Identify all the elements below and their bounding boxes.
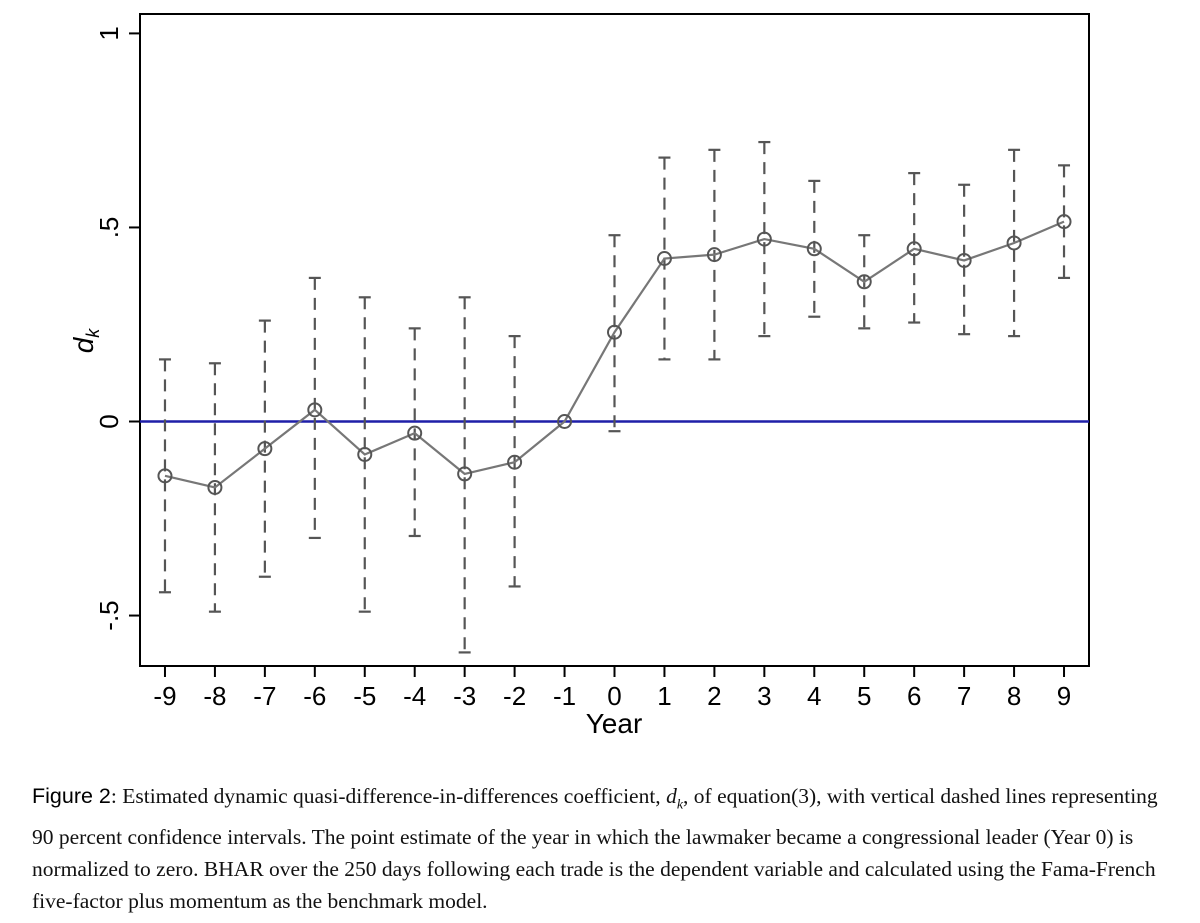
x-tick-label: 8 [1007, 681, 1021, 711]
caption-text-after: , of equation(3), with vertical dashed l… [32, 784, 1158, 914]
x-tick-label: -1 [553, 681, 576, 711]
point-layer [157, 214, 1072, 495]
data-point [157, 468, 173, 484]
data-point [1056, 214, 1072, 230]
x-tick-label: 2 [707, 681, 721, 711]
x-tick-label: -5 [353, 681, 376, 711]
data-point [906, 241, 922, 257]
x-tick-label: -8 [203, 681, 226, 711]
y-tick-label: 1 [94, 26, 124, 40]
caption-label: Figure 2 [32, 784, 111, 808]
caption-symbol: dk [666, 784, 683, 812]
series-line-layer [164, 220, 1065, 489]
data-point [806, 241, 822, 257]
data-point [656, 251, 672, 266]
data-point [207, 479, 223, 495]
x-tick-label: 4 [807, 681, 821, 711]
y-tick-label: .5 [94, 217, 124, 239]
x-tick-label: -7 [253, 681, 276, 711]
x-tick-label: 6 [907, 681, 921, 711]
x-tick-label: -3 [453, 681, 476, 711]
y-tick-label: 0 [94, 414, 124, 428]
x-tick-label: 3 [757, 681, 771, 711]
data-point [557, 414, 573, 429]
x-axis-title: Year [586, 708, 643, 739]
data-point [407, 425, 423, 441]
x-tick-label: -2 [503, 681, 526, 711]
x-tick-label: -9 [153, 681, 176, 711]
data-point [956, 252, 972, 268]
data-point [1006, 235, 1022, 251]
data-point [457, 466, 473, 482]
y-axis-title-subscript: k [83, 328, 103, 338]
data-point [257, 441, 273, 457]
series-line [164, 220, 1065, 489]
y-axis: -.5 0 .5 1 [94, 26, 140, 631]
data-point [706, 247, 722, 263]
caption-symbol-main: d [666, 784, 677, 808]
svg-text:dk: dk [68, 328, 103, 354]
x-tick-label: 7 [957, 681, 971, 711]
data-point [756, 231, 772, 247]
x-tick-label: 1 [657, 681, 671, 711]
data-point [357, 446, 373, 462]
y-tick-label: -.5 [94, 600, 124, 630]
x-tick-label: -6 [303, 681, 326, 711]
x-tick-label: 5 [857, 681, 871, 711]
x-tick-label: -4 [403, 681, 426, 711]
data-point [856, 274, 872, 290]
chart: -.5 0 .5 1 -9 -8 -7 -6 -5 -4 -3 -2 -1 0 1 2 3 4 5 6 7 8 9 Yea… [68, 13, 1090, 739]
data-point [607, 324, 622, 340]
caption-symbol-subscript: k [676, 797, 684, 813]
data-point [507, 454, 523, 470]
x-tick-label: 9 [1057, 681, 1071, 711]
x-axis: -9 -8 -7 -6 -5 -4 -3 -2 -1 0 1 2 3 4 5 6 7 8 9 [153, 666, 1071, 711]
figure-caption: Figure 2: Estimated dynamic quasi-differ… [32, 780, 1182, 917]
y-axis-title-main: d [68, 336, 99, 353]
y-axis-title: dk [68, 328, 103, 354]
caption-text-before: : Estimated dynamic quasi-difference-in-… [110, 784, 667, 808]
data-point [307, 402, 323, 418]
x-tick-label: 0 [607, 681, 621, 711]
